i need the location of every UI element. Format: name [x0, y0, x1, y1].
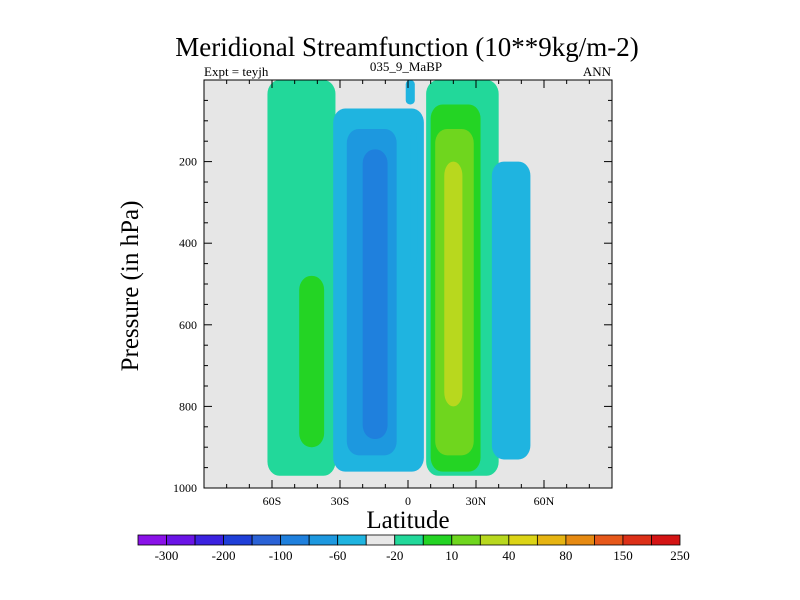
colorbar-swatch-3	[223, 534, 253, 546]
colorbar-swatch-6	[308, 534, 339, 546]
contour-region-10	[444, 161, 463, 407]
colorbar-swatch-7	[337, 534, 367, 546]
colorbar-swatch-13	[508, 534, 538, 546]
x-tick-label: 60N	[534, 494, 555, 508]
x-tick-label: 60S	[263, 494, 282, 508]
colorbar-swatch-8	[365, 534, 396, 546]
colorbar-swatch-14	[536, 534, 567, 546]
colorbar-swatch-18	[651, 534, 681, 546]
colorbar-swatch-15	[565, 534, 595, 546]
colorbar-swatch-1	[166, 534, 196, 546]
colorbar-label: -300	[155, 548, 179, 563]
x-tick-label: 30S	[331, 494, 350, 508]
axis-tick-labels: 60S 30S 0 30N 60N 200 400 600 800 1000	[173, 155, 555, 508]
contour-region-4	[362, 149, 388, 440]
colorbar	[137, 534, 681, 546]
chart-title: Meridional Streamfunction (10**9kg/m-2)	[175, 32, 638, 62]
colorbar-swatch-9	[394, 534, 424, 546]
x-tick-label: 0	[405, 494, 411, 508]
contour-region-1	[299, 275, 325, 448]
contour-region-11	[491, 161, 531, 460]
colorbar-swatch-11	[451, 534, 481, 546]
colorbar-label: -60	[329, 548, 346, 563]
y-tick-label: 200	[179, 155, 197, 169]
colorbar-swatch-12	[479, 534, 510, 546]
colorbar-label: -20	[386, 548, 403, 563]
colorbar-label: 250	[670, 548, 690, 563]
colorbar-label: -100	[269, 548, 293, 563]
x-axis-label: Latitude	[366, 507, 449, 534]
axis-ticks	[204, 80, 612, 488]
y-tick-label: 600	[179, 318, 197, 332]
contour-region-5	[405, 80, 415, 105]
colorbar-swatch-0	[137, 534, 167, 546]
colorbar-swatch-4	[251, 534, 282, 546]
colorbar-label: 80	[559, 548, 572, 563]
colorbar-swatch-2	[194, 534, 224, 546]
colorbar-swatch-16	[594, 534, 624, 546]
colorbar-label: -200	[212, 548, 236, 563]
subtitle-right: ANN	[583, 64, 612, 79]
y-tick-label: 400	[179, 236, 197, 250]
colorbar-label: 10	[445, 548, 458, 563]
subtitle-left: Expt = teyjh	[204, 64, 269, 79]
colorbar-label: 150	[613, 548, 633, 563]
colorbar-swatch-17	[622, 534, 652, 546]
x-tick-label: 30N	[466, 494, 487, 508]
colorbar-swatch-10	[422, 534, 453, 546]
subtitle-center: 035_9_MaBP	[370, 59, 442, 74]
colorbar-labels: -300 -200 -100 -60 -20 10 40 80 150 250	[155, 548, 690, 563]
y-axis-label: Pressure (in hPa)	[117, 201, 144, 372]
colorbar-label: 40	[502, 548, 515, 563]
y-tick-label: 800	[179, 399, 197, 413]
contour-region-6	[410, 128, 418, 268]
colorbar-swatch-5	[280, 534, 310, 546]
contour-regions	[267, 80, 531, 476]
y-tick-label: 1000	[173, 481, 197, 495]
